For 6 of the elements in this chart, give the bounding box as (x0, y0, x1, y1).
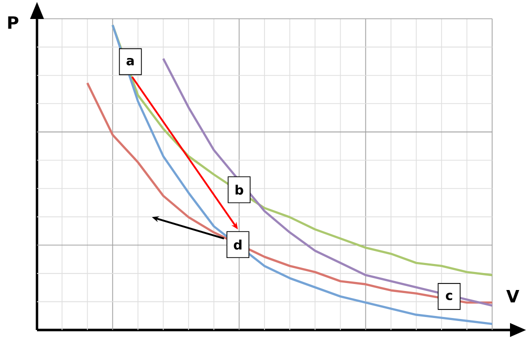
y-axis-title: P (8, 16, 18, 29)
annotation: a (126, 58, 134, 66)
x-axis-title: V (506, 290, 520, 302)
annotation: d (234, 240, 242, 250)
annotation: c (446, 292, 452, 300)
annotation: b (236, 184, 244, 195)
